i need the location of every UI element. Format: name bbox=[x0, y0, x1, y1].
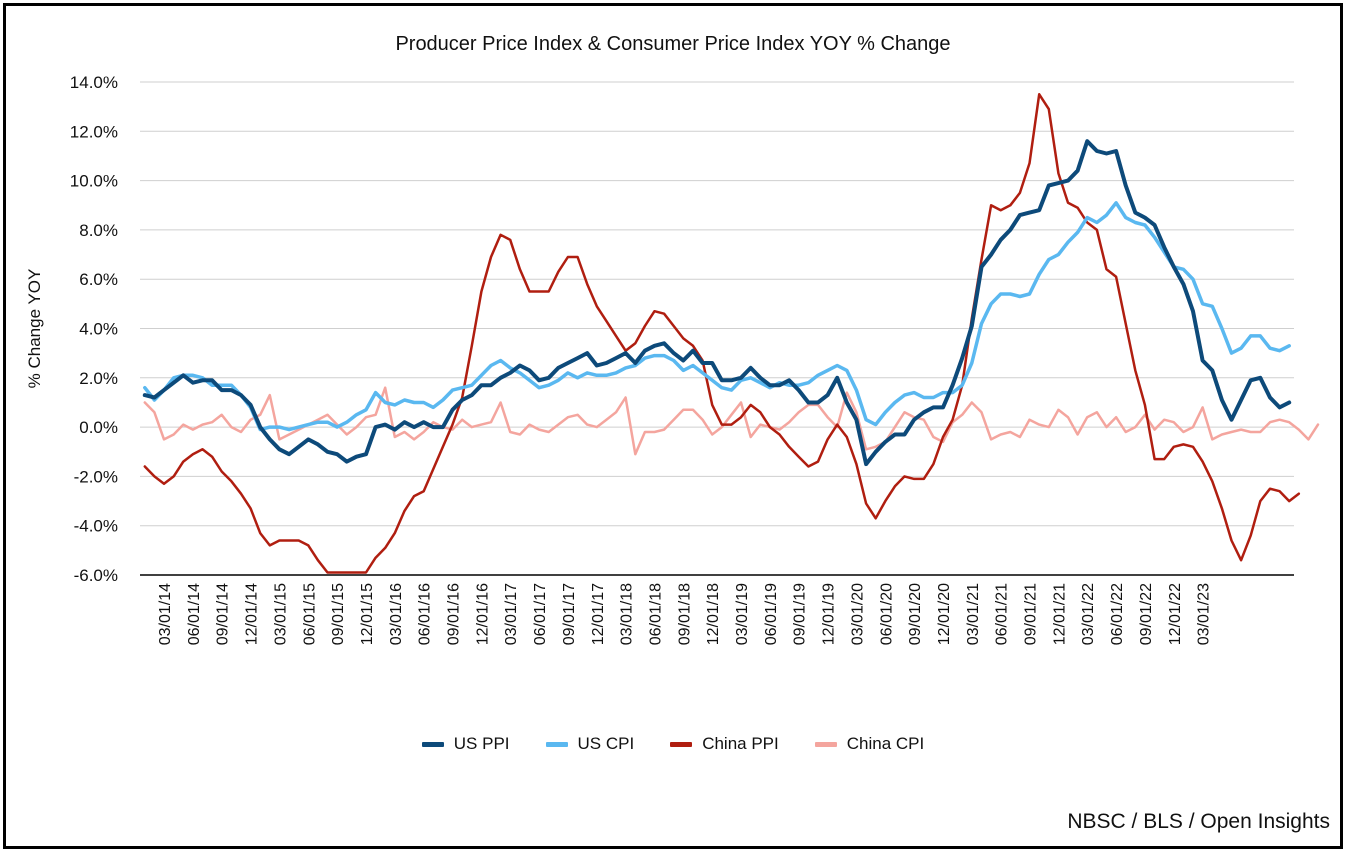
legend-item: US CPI bbox=[545, 734, 635, 754]
x-tick-label: 09/01/15 bbox=[330, 583, 347, 645]
x-tick-label: 03/01/21 bbox=[965, 583, 982, 645]
y-tick-label: -6.0% bbox=[74, 566, 118, 585]
legend-swatch bbox=[814, 741, 837, 747]
y-tick-label: 0.0% bbox=[79, 418, 118, 437]
x-tick-label: 03/01/16 bbox=[388, 583, 405, 645]
x-tick-label: 12/01/14 bbox=[244, 583, 261, 645]
x-tick-label: 09/01/22 bbox=[1138, 583, 1155, 645]
x-tick-label: 12/01/16 bbox=[474, 583, 491, 645]
x-tick-label: 03/01/18 bbox=[619, 583, 636, 645]
chart-title: Producer Price Index & Consumer Price In… bbox=[395, 33, 951, 55]
legend-label: US CPI bbox=[577, 734, 635, 753]
x-tick-label: 09/01/20 bbox=[907, 583, 924, 645]
x-tick-label: 12/01/17 bbox=[590, 583, 607, 645]
series-line-us-ppi bbox=[142, 139, 1292, 467]
legend-item: US PPI bbox=[421, 734, 510, 754]
x-tick-label: 03/01/19 bbox=[734, 583, 751, 645]
legend-label: China PPI bbox=[702, 734, 779, 753]
y-tick-label: -4.0% bbox=[74, 517, 118, 536]
source-credit: NBSC / BLS / Open Insights bbox=[1067, 810, 1330, 833]
x-tick-label: 03/01/14 bbox=[157, 583, 174, 645]
x-tick-label: 06/01/19 bbox=[763, 583, 780, 645]
x-tick-label: 06/01/21 bbox=[994, 583, 1011, 645]
y-tick-label: 10.0% bbox=[70, 172, 118, 191]
x-tick-label: 09/01/14 bbox=[215, 583, 232, 645]
chart-legend: US PPI US CPI China PPI China CPI bbox=[0, 734, 1346, 754]
y-axis-tick-labels: -6.0% -4.0% -2.0% 0.0% 2.0% 4.0% 6.0% 8.0% 10.0%… bbox=[70, 73, 118, 585]
x-tick-label: 09/01/21 bbox=[1023, 583, 1040, 645]
y-tick-label: 4.0% bbox=[79, 320, 118, 339]
x-axis-tick-labels: 03/01/14 06/01/14 09/01/14 12/01/14 03/01/15… bbox=[157, 583, 1213, 645]
legend-item: China PPI bbox=[670, 734, 779, 754]
legend-label: US PPI bbox=[453, 734, 510, 753]
series-line-china-cpi bbox=[143, 386, 1320, 456]
y-tick-label: 6.0% bbox=[79, 270, 118, 289]
x-tick-label: 03/01/23 bbox=[1196, 583, 1213, 645]
series-lines bbox=[142, 93, 1320, 574]
y-tick-label: -2.0% bbox=[74, 467, 118, 486]
x-tick-label: 06/01/22 bbox=[1109, 583, 1126, 645]
series-line-us-cpi bbox=[143, 201, 1291, 432]
legend-swatch bbox=[670, 741, 693, 747]
y-tick-label: 14.0% bbox=[70, 73, 118, 92]
legend-label: China CPI bbox=[846, 734, 925, 753]
x-tick-label: 06/01/14 bbox=[186, 583, 203, 645]
x-tick-label: 12/01/21 bbox=[1051, 583, 1068, 645]
legend-item: China CPI bbox=[814, 734, 925, 754]
y-tick-label: 2.0% bbox=[79, 369, 118, 388]
x-tick-label: 06/01/15 bbox=[301, 583, 318, 645]
series-line-china-ppi bbox=[143, 93, 1301, 574]
x-tick-label: 12/01/20 bbox=[936, 583, 953, 645]
x-tick-label: 09/01/17 bbox=[561, 583, 578, 645]
x-tick-label: 03/01/22 bbox=[1080, 583, 1097, 645]
y-tick-label: 8.0% bbox=[79, 221, 118, 240]
x-tick-label: 03/01/20 bbox=[849, 583, 866, 645]
chart-frame bbox=[3, 3, 1343, 849]
x-tick-label: 03/01/17 bbox=[503, 583, 520, 645]
x-tick-label: 09/01/18 bbox=[676, 583, 693, 645]
x-tick-label: 12/01/19 bbox=[821, 583, 838, 645]
x-tick-label: 06/01/20 bbox=[878, 583, 895, 645]
x-tick-label: 12/01/22 bbox=[1167, 583, 1184, 645]
y-axis-label: % Change YOY bbox=[25, 269, 44, 389]
x-tick-label: 09/01/19 bbox=[792, 583, 809, 645]
x-tick-label: 06/01/18 bbox=[647, 583, 664, 645]
x-tick-label: 12/01/18 bbox=[705, 583, 722, 645]
x-tick-label: 06/01/17 bbox=[532, 583, 549, 645]
legend-swatch bbox=[421, 741, 444, 747]
gridlines bbox=[140, 81, 1294, 576]
x-tick-label: 12/01/15 bbox=[359, 583, 376, 645]
x-tick-label: 09/01/16 bbox=[446, 583, 463, 645]
x-tick-label: 03/01/15 bbox=[272, 583, 289, 645]
x-tick-label: 06/01/16 bbox=[417, 583, 434, 645]
y-tick-label: 12.0% bbox=[70, 122, 118, 141]
legend-swatch bbox=[545, 741, 568, 747]
